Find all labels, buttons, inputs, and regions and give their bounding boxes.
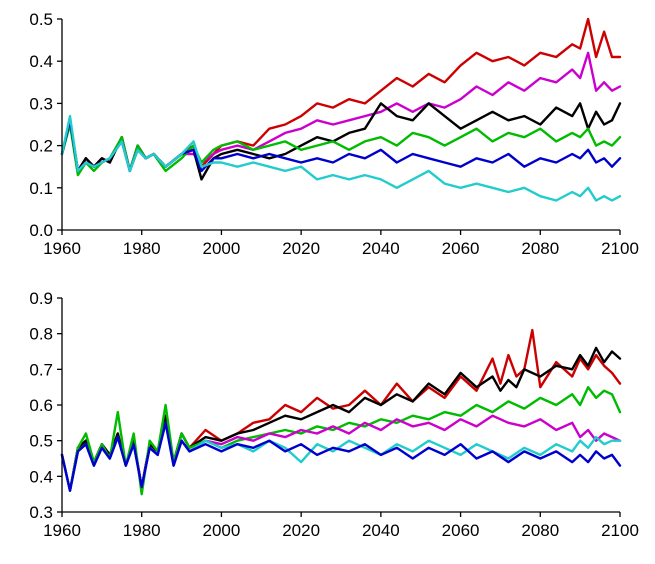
y-tick-label: 0.5: [29, 10, 53, 29]
x-tick-label: 2040: [362, 521, 400, 540]
chart-panel-2: 0.3 0.4 0.5 0.6 0.7 0.8 0.9 1960 1980 2000 2020 204…: [29, 289, 639, 540]
x-tick-label: 1960: [43, 521, 81, 540]
y-tick-label: 0.7: [29, 360, 53, 379]
x-tick-label: 2000: [203, 521, 241, 540]
series-line-2-6: [60, 421, 622, 492]
x-tick-label: 2060: [442, 521, 480, 540]
x-tick-label: 2020: [282, 239, 320, 258]
series-line-1-3: [60, 102, 622, 181]
x-tick-label: 2100: [601, 521, 639, 540]
x-tick-label: 2000: [203, 239, 241, 258]
x-tick-label: 2080: [521, 239, 559, 258]
y-tick-label: 0.0: [29, 221, 53, 240]
x-tick-label: 2080: [521, 521, 559, 540]
y-tick-label: 0.4: [29, 467, 53, 486]
series-line-2-3: [60, 386, 622, 496]
y-tick-label: 0.6: [29, 396, 53, 415]
series-line-1-2: [60, 51, 622, 173]
chart-panel-1: 0.0 0.1 0.2 0.3 0.4 0.5 1960 1980 2000 2020 2040 20…: [29, 10, 639, 258]
y-tick-label: 0.2: [29, 137, 53, 156]
x-tick-label: 1980: [123, 521, 161, 540]
x-tick-label: 2100: [601, 239, 639, 258]
x-tick-label: 2020: [282, 521, 320, 540]
x-tick-label: 2060: [442, 239, 480, 258]
x-tick-label: 1980: [123, 239, 161, 258]
x-tick-label: 2040: [362, 239, 400, 258]
y-tick-label: 0.5: [29, 432, 53, 451]
y-tick-label: 0.3: [29, 94, 53, 113]
series-line-1-4: [60, 123, 622, 177]
y-tick-label: 0.3: [29, 503, 53, 522]
series-line-1-6: [60, 114, 622, 202]
x-tick-label: 1960: [43, 239, 81, 258]
y-tick-label: 0.8: [29, 325, 53, 344]
series-line-1-1: [60, 17, 622, 173]
y-tick-label: 0.9: [29, 289, 53, 308]
y-tick-label: 0.4: [29, 52, 53, 71]
y-tick-label: 0.1: [29, 179, 53, 198]
